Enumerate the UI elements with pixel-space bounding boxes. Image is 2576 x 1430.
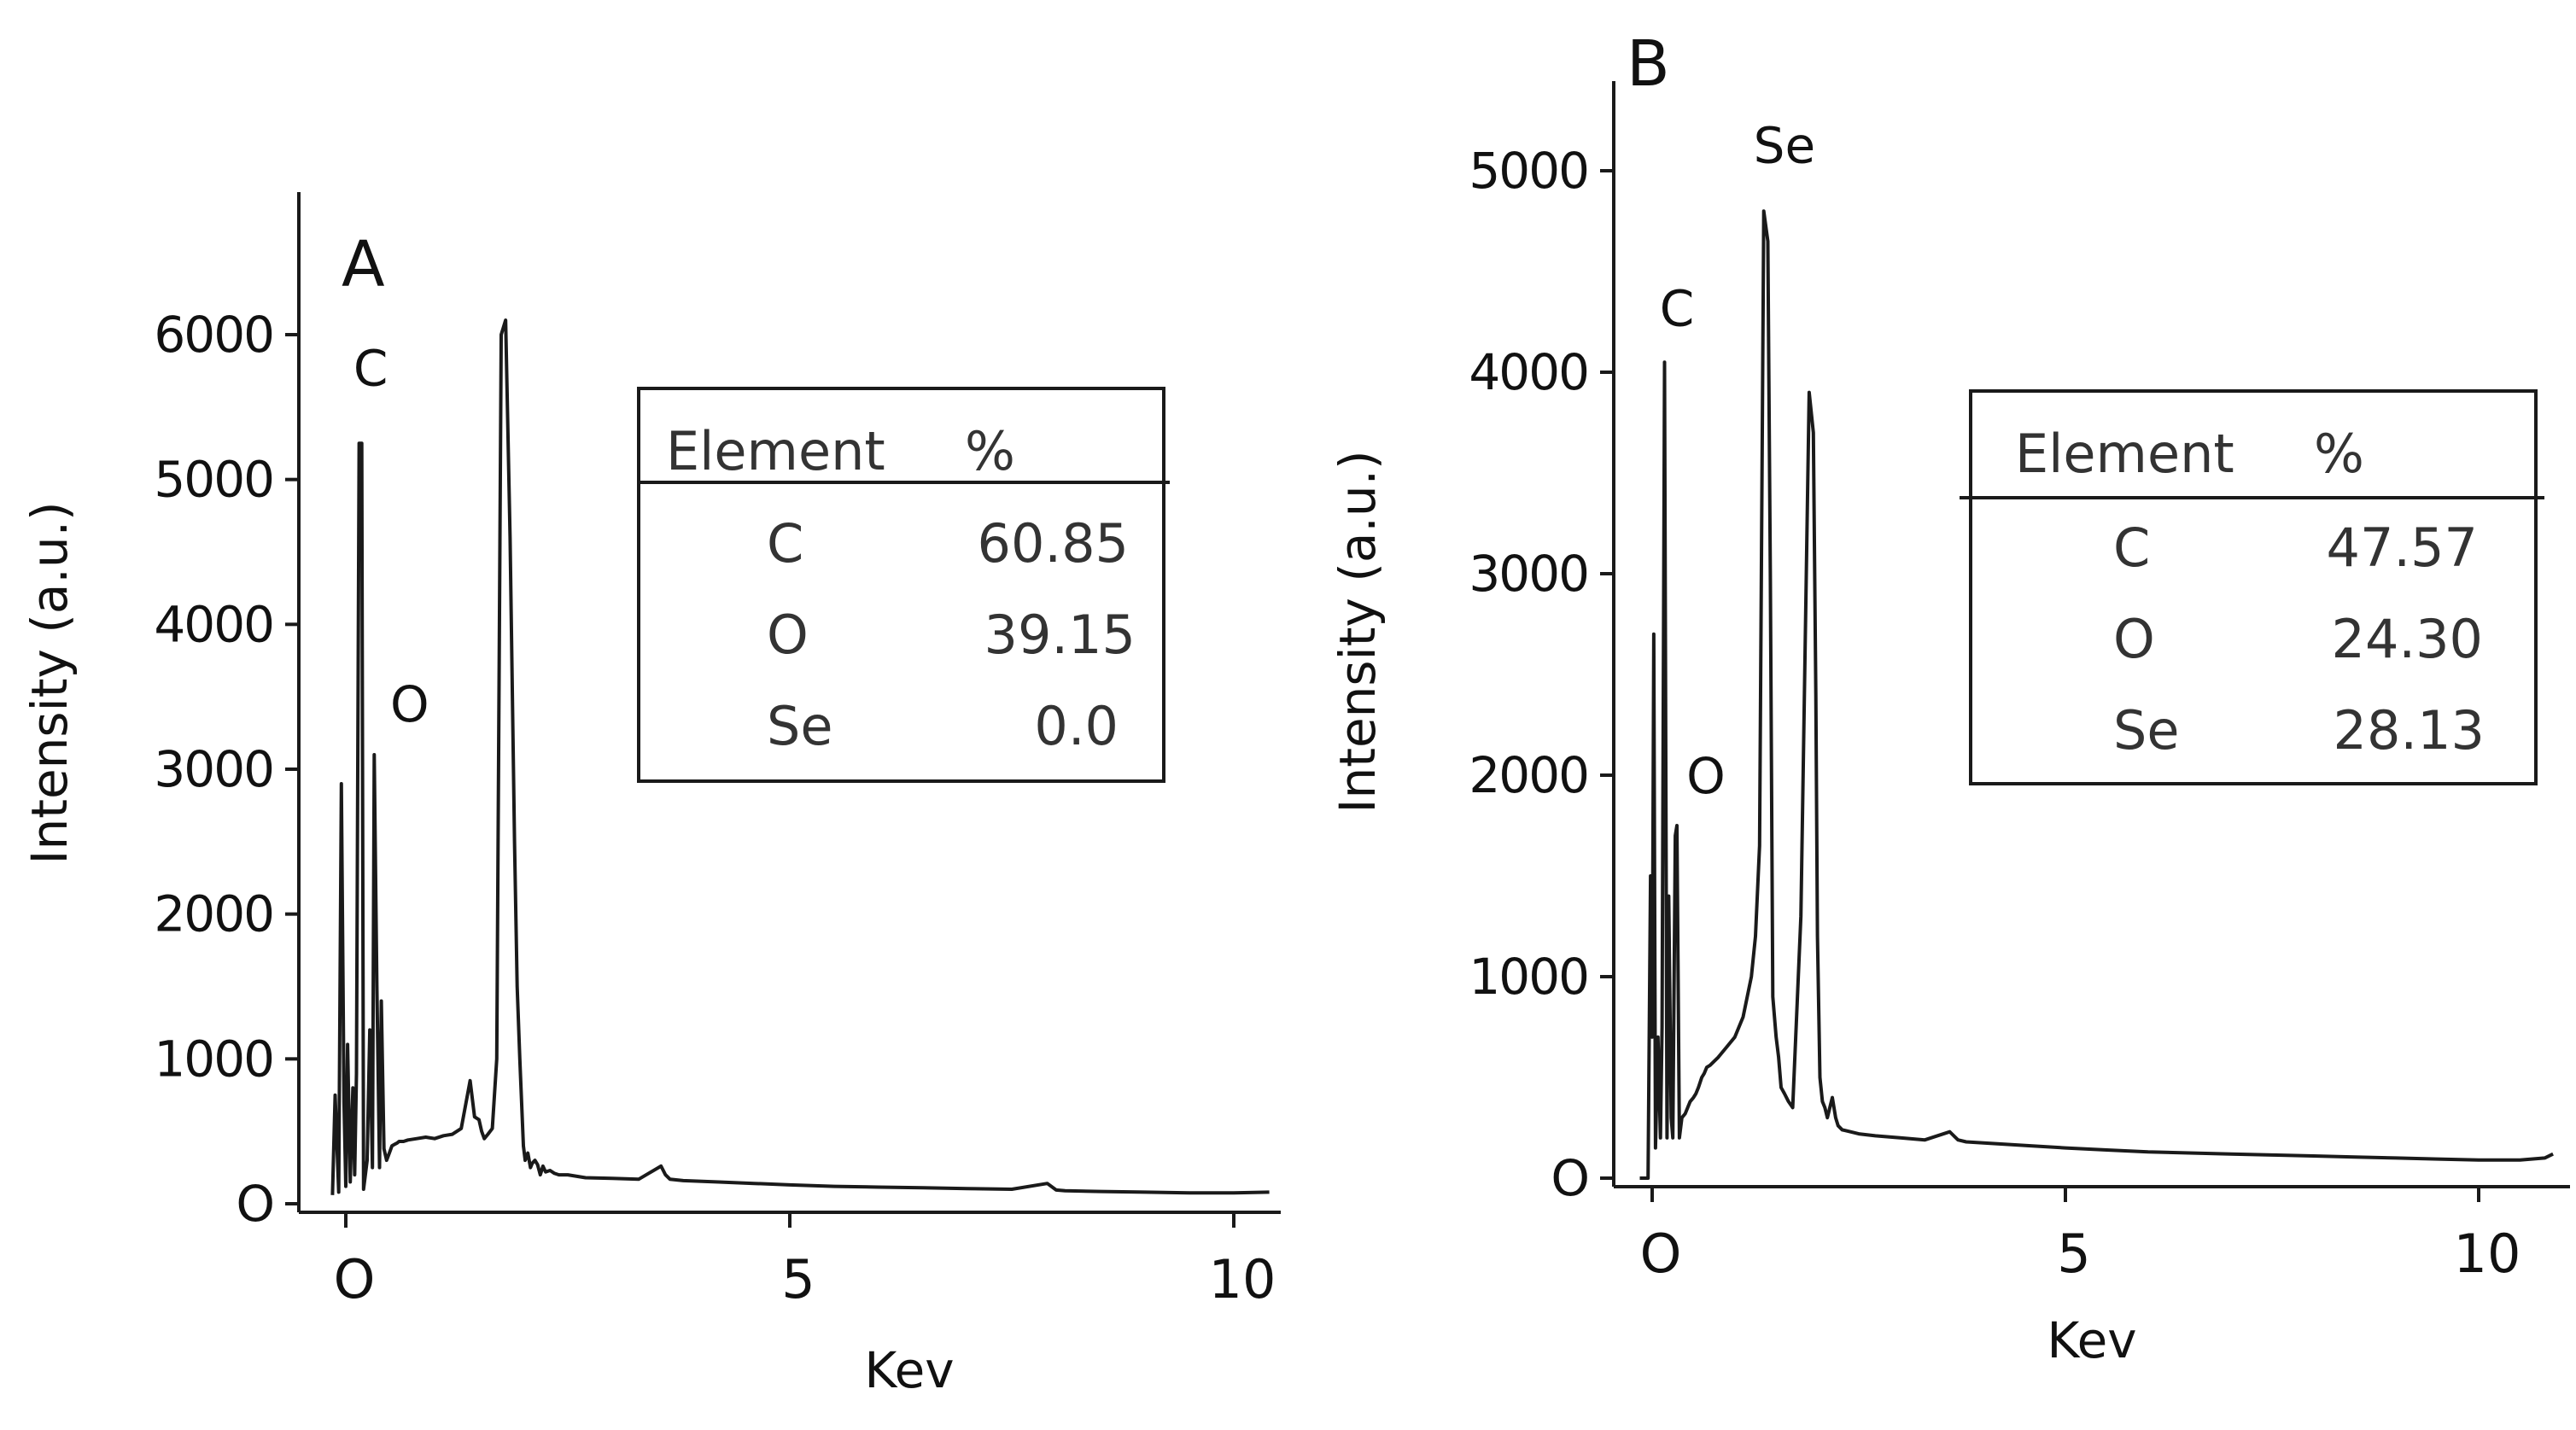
panel-b-peak-label: C [1660,280,1695,338]
panel-a-y-tick-label: 6000 [154,306,273,364]
panel-a-x-tick-label: O [334,1248,376,1310]
panel-b-table-percent: 24.30 [2332,608,2484,670]
panel-b-table-element: Se [2113,699,2180,762]
panel-a-x-tick-label: 10 [1209,1248,1276,1310]
panel-a-table-element: Se [767,695,833,757]
panel-a-y-tick-label: 5000 [154,451,273,509]
panel-a-y-tick-label: 4000 [154,595,273,653]
panel-a-y-tick-label: 3000 [154,740,273,798]
panel-b-table-header-element: Element [2015,423,2234,485]
panel-b-letter: B [1627,27,1670,101]
panel-b-y-tick-label: 5000 [1469,142,1588,200]
panel-b-x-tick-label: 10 [2454,1223,2521,1285]
panel-a-table-percent: 0.0 [1034,695,1119,757]
panel-a-table-percent: 39.15 [984,604,1136,666]
panel-b-table-percent: 47.57 [2327,517,2479,579]
panel-b-table-percent: 28.13 [2334,699,2485,762]
panel-a-y-tick-label: O [236,1175,273,1233]
panel-a-peak-labels: CO [353,339,429,733]
panel-a-table-box [637,387,1165,783]
panel-b-peak-label: O [1686,747,1726,805]
panel-b-y-tick-label: 1000 [1469,948,1588,1006]
panel-b-table-box [1969,389,2538,785]
panel-b-composition-table: Element % C 47.57 O 24.30 Se 28.13 [1960,389,2544,785]
panel-a-table-header-percent: % [965,420,1015,482]
panel-a-composition-table: Element % C 60.85 O 39.15 Se 0.0 [637,387,1170,783]
panel-a-x-tick-label: 5 [781,1248,815,1310]
panel-a-table-header-element: Element [666,420,885,482]
panel-a-table-element: O [767,604,809,666]
panel-a-y-label: Intensity (a.u.) [20,501,79,864]
panel-a-y-ticks: O 1000 2000 3000 4000 5000 6000 [154,306,299,1233]
panel-b-y-tick-label: 3000 [1469,545,1588,603]
panel-b-y-tick-label: 2000 [1469,746,1588,804]
panel-b-table-header-percent: % [2314,423,2364,485]
panel-b-x-label: Kev [2047,1311,2136,1369]
panel-b-x-tick-label: 5 [2057,1223,2090,1285]
panel-b-y-tick-label: O [1551,1149,1588,1207]
panel-b-x-tick-label: O [1640,1223,1682,1285]
panel-a-table-percent: 60.85 [978,512,1130,575]
panel-a-table-element: C [767,512,803,575]
panel-a-x-label: Kev [864,1341,954,1399]
panel-b-peak-labels: Se C O [1660,117,1815,806]
panel-b-y-tick-label: 4000 [1469,343,1588,401]
panel-a-y-tick-label: 2000 [154,885,273,943]
panel-b-table-element: O [2113,608,2155,670]
panel-b-x-ticks: O 5 10 [1640,1187,2521,1285]
panel-a-peak-label: C [353,339,388,397]
panel-b-y-ticks: O 1000 2000 3000 4000 5000 [1469,142,1614,1207]
panel-b-spectrum-line [1639,209,2554,1180]
panel-a-x-ticks: O 5 10 [334,1212,1276,1310]
panel-a-peak-label: O [390,675,429,733]
panel-a-y-tick-label: 1000 [154,1030,273,1088]
panel-b-table-element: C [2113,517,2150,579]
panel-a-letter: A [342,228,385,301]
panel-b-peak-label: Se [1754,117,1816,175]
panel-b-y-label: Intensity (a.u.) [1329,450,1387,813]
panel-a-spectrum-line [330,318,1270,1195]
